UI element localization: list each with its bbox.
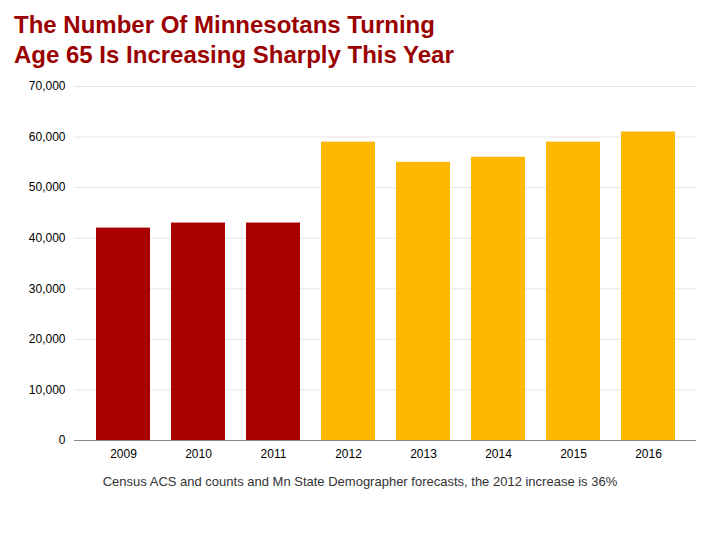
svg-text:2009: 2009 (110, 447, 137, 461)
svg-text:10,000: 10,000 (29, 383, 66, 397)
svg-text:2014: 2014 (485, 447, 512, 461)
svg-text:60,000: 60,000 (29, 130, 66, 144)
svg-text:2013: 2013 (410, 447, 437, 461)
html-text:The Number Of Minnesotans Turn: The Number Of Minnesotans Turning (14, 11, 435, 38)
svg-text:2010: 2010 (185, 447, 212, 461)
html-text:Age 65 Is Increasing Sharply T: Age 65 Is Increasing Sharply This Year (14, 41, 454, 68)
svg-text:70,000: 70,000 (29, 79, 66, 93)
svg-text:2012: 2012 (335, 447, 362, 461)
html-text:Census ACS and counts and Mn S: Census ACS and counts and Mn State Demog… (102, 474, 618, 489)
svg-text:40,000: 40,000 (29, 231, 66, 245)
svg-text:30,000: 30,000 (29, 282, 66, 296)
svg-text:2016: 2016 (635, 447, 662, 461)
svg-text:20,000: 20,000 (29, 332, 66, 346)
svg-text:2015: 2015 (560, 447, 587, 461)
svg-text:50,000: 50,000 (29, 180, 66, 194)
svg-text:2011: 2011 (261, 447, 287, 461)
svg-text:0: 0 (59, 433, 66, 447)
